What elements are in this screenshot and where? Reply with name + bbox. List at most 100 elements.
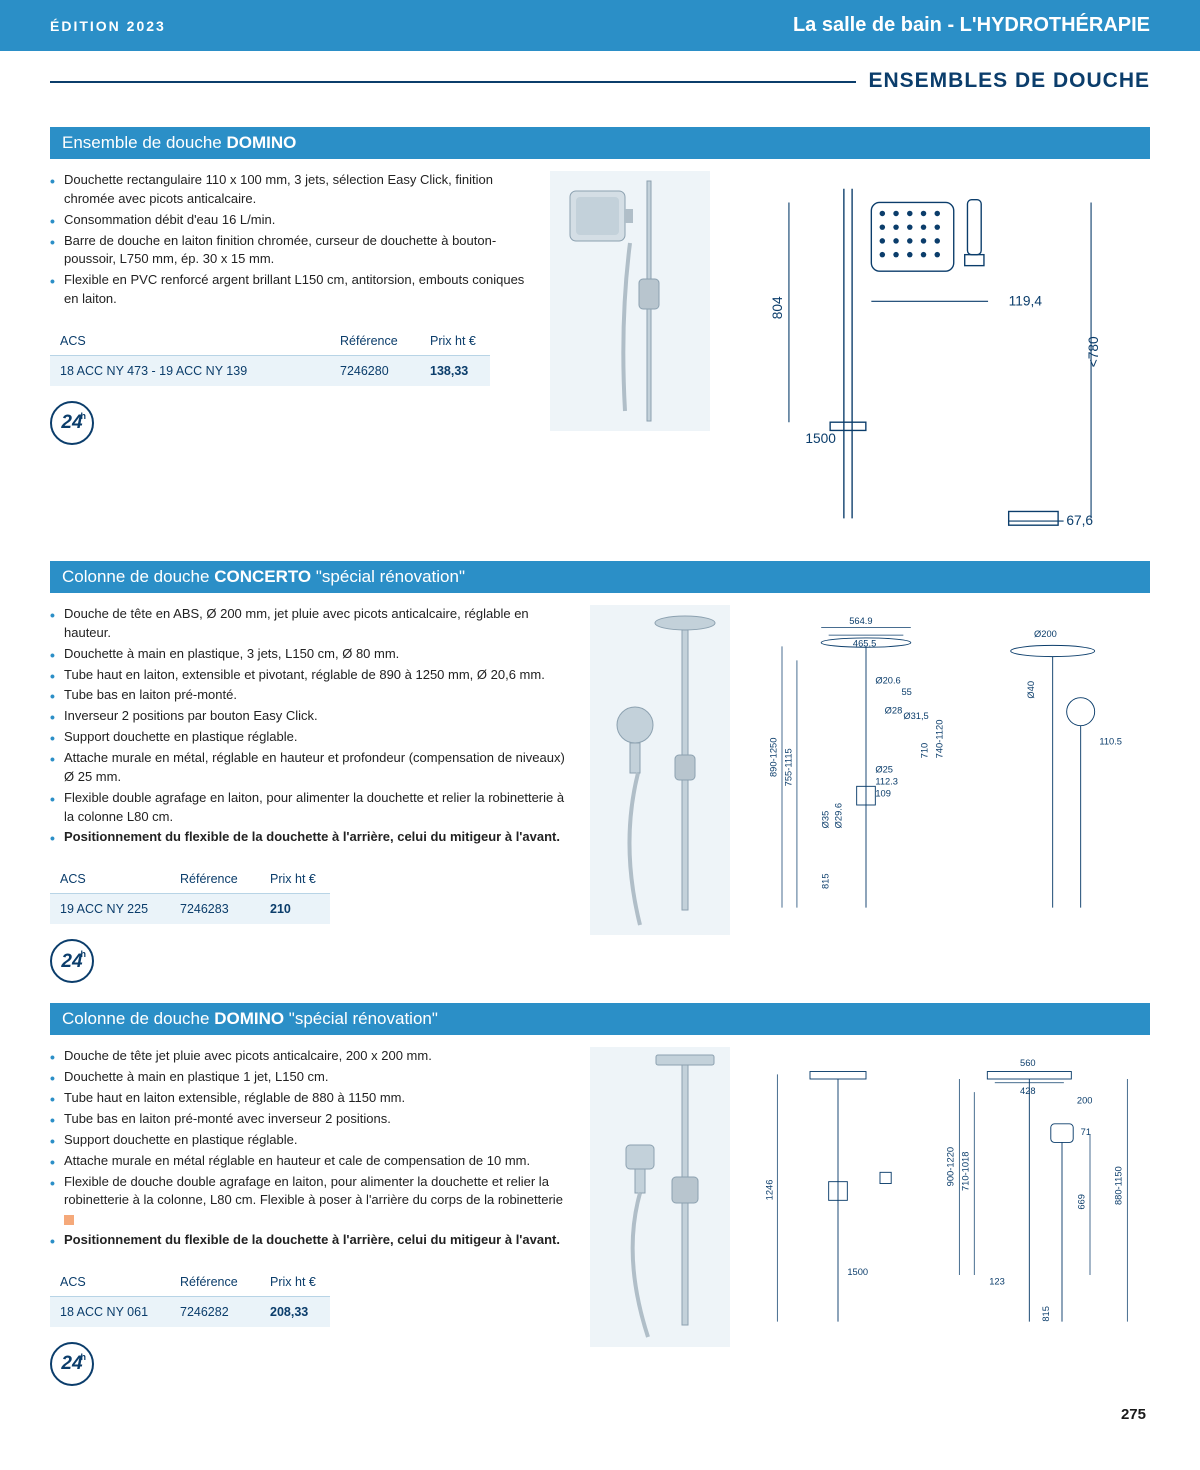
- svg-text:Ø200: Ø200: [1034, 629, 1057, 639]
- th: Référence: [170, 865, 260, 894]
- svg-text:Ø20.6: Ø20.6: [875, 676, 900, 686]
- td-price: 210: [260, 894, 330, 925]
- product-title: Colonne de douche CONCERTO "spécial réno…: [50, 561, 1150, 593]
- svg-text:67,6: 67,6: [1066, 513, 1093, 528]
- svg-text:1500: 1500: [847, 1267, 868, 1277]
- bullet-text: Flexible de douche double agrafage en la…: [64, 1174, 563, 1208]
- bullet: Consommation débit d'eau 16 L/min.: [64, 211, 530, 230]
- svg-text:Ø29.6: Ø29.6: [834, 803, 844, 828]
- svg-text:564.9: 564.9: [849, 616, 872, 626]
- technical-diagram: 564.9 465.5 Ø20.6 55 Ø28 Ø31,5 890-1250 …: [750, 605, 1150, 983]
- product-photo: [590, 605, 730, 935]
- bullet: Support douchette en plastique réglable.: [64, 728, 570, 747]
- title-suffix: "spécial rénovation": [311, 567, 465, 586]
- section-title: ENSEMBLES DE DOUCHE: [856, 69, 1150, 93]
- title-bold: DOMINO: [226, 133, 296, 152]
- svg-text:109: 109: [875, 789, 891, 799]
- bullet: Positionnement du flexible de la douchet…: [64, 828, 570, 847]
- svg-text:710: 710: [920, 743, 930, 759]
- technical-diagram: 1246 1500 560 428 200 71 900-1220 710-10…: [750, 1047, 1150, 1386]
- svg-text:123: 123: [989, 1277, 1005, 1287]
- bullet: Douche de tête en ABS, Ø 200 mm, jet plu…: [64, 605, 570, 643]
- table-row: 18 ACC NY 061 7246282 208,33: [50, 1297, 330, 1328]
- delivery-24h-icon: 24: [50, 939, 94, 983]
- svg-text:1500: 1500: [805, 431, 836, 446]
- product-domino-renovation: Colonne de douche DOMINO "spécial rénova…: [50, 1003, 1150, 1386]
- product-concerto: Colonne de douche CONCERTO "spécial réno…: [50, 561, 1150, 983]
- svg-text:465.5: 465.5: [853, 638, 876, 648]
- svg-text:755-1115: 755-1115: [783, 748, 793, 786]
- th: Prix ht €: [260, 1268, 330, 1297]
- td: 7246282: [170, 1297, 260, 1328]
- table-row: 18 ACC NY 473 - 19 ACC NY 139 7246280 13…: [50, 356, 490, 387]
- price-table: ACS Référence Prix ht € 19 ACC NY 225 72…: [50, 865, 330, 925]
- title-prefix: Ensemble de douche: [62, 133, 226, 152]
- td: 19 ACC NY 225: [50, 894, 170, 925]
- th: Référence: [170, 1268, 260, 1297]
- photo-svg: [550, 171, 710, 431]
- product-title: Ensemble de douche DOMINO: [50, 127, 1150, 159]
- svg-text:428: 428: [1020, 1086, 1036, 1096]
- svg-text:Ø35: Ø35: [821, 811, 831, 829]
- bullet: Inverseur 2 positions par bouton Easy Cl…: [64, 707, 570, 726]
- svg-text:815: 815: [821, 873, 831, 889]
- svg-text:804: 804: [770, 296, 785, 319]
- th: Prix ht €: [260, 865, 330, 894]
- svg-text:890-1250: 890-1250: [768, 738, 778, 777]
- bullet: Douchette à main en plastique 1 jet, L15…: [64, 1068, 570, 1087]
- bullet: Support douchette en plastique réglable.: [64, 1131, 570, 1150]
- svg-text:71: 71: [1081, 1127, 1091, 1137]
- photo-svg: [590, 605, 730, 935]
- delivery-24h-icon: 24: [50, 401, 94, 445]
- td: 18 ACC NY 061: [50, 1297, 170, 1328]
- page-number: 275: [50, 1406, 1146, 1423]
- td-price: 138,33: [420, 356, 490, 387]
- bullet: Barre de douche en laiton finition chrom…: [64, 232, 530, 270]
- section-rule: ENSEMBLES DE DOUCHE: [50, 81, 1150, 83]
- bullet: Tube bas en laiton pré-monté.: [64, 686, 570, 705]
- svg-text:710-1018: 710-1018: [961, 1152, 971, 1191]
- bullet: Flexible en PVC renforcé argent brillant…: [64, 271, 530, 309]
- breadcrumb: La salle de bain - L'HYDROTHÉRAPIE: [793, 14, 1150, 37]
- svg-text:200: 200: [1077, 1096, 1093, 1106]
- svg-text:119,4: 119,4: [1009, 293, 1043, 308]
- td: 7246280: [330, 356, 420, 387]
- price-table: ACS Référence Prix ht € 18 ACC NY 061 72…: [50, 1268, 330, 1328]
- title-prefix: Colonne de douche: [62, 567, 214, 586]
- bullet: Attache murale en métal, réglable en hau…: [64, 749, 570, 787]
- svg-text:740-1120: 740-1120: [935, 720, 945, 759]
- bullet: Tube haut en laiton extensible, réglable…: [64, 1089, 570, 1108]
- price-table: ACS Référence Prix ht € 18 ACC NY 473 - …: [50, 327, 490, 387]
- th: ACS: [50, 865, 170, 894]
- bullet: Douchette rectangulaire 110 x 100 mm, 3 …: [64, 171, 530, 209]
- bullet-list: Douchette rectangulaire 110 x 100 mm, 3 …: [50, 171, 530, 309]
- bullet: Tube bas en laiton pré-monté avec invers…: [64, 1110, 570, 1129]
- description-column: Douche de tête en ABS, Ø 200 mm, jet plu…: [50, 605, 570, 983]
- svg-text:Ø40: Ø40: [1026, 681, 1036, 699]
- svg-text:669: 669: [1076, 1195, 1086, 1211]
- title-suffix: "spécial rénovation": [284, 1009, 438, 1028]
- svg-text:1246: 1246: [765, 1180, 775, 1201]
- title-bold: DOMINO: [214, 1009, 284, 1028]
- product-domino: Ensemble de douche DOMINO Douchette rect…: [50, 127, 1150, 541]
- product-photo: [590, 1047, 730, 1347]
- bullet: Douchette à main en plastique, 3 jets, L…: [64, 645, 570, 664]
- page-body: ENSEMBLES DE DOUCHE Ensemble de douche D…: [0, 51, 1200, 1443]
- bullet-list: Douche de tête jet pluie avec picots ant…: [50, 1047, 570, 1249]
- svg-text:<780: <780: [1086, 336, 1101, 367]
- bullet: Flexible double agrafage en laiton, pour…: [64, 789, 570, 827]
- td: 18 ACC NY 473 - 19 ACC NY 139: [50, 356, 330, 387]
- delivery-24h-icon: 24: [50, 1342, 94, 1386]
- svg-text:110.5: 110.5: [1099, 736, 1122, 746]
- title-prefix: Colonne de douche: [62, 1009, 214, 1028]
- bullet: Positionnement du flexible de la douchet…: [64, 1231, 570, 1250]
- svg-text:560: 560: [1020, 1058, 1036, 1068]
- th: Prix ht €: [420, 327, 490, 356]
- orange-marker-icon: [64, 1215, 74, 1225]
- photo-svg: [590, 1047, 730, 1347]
- td-price: 208,33: [260, 1297, 330, 1328]
- svg-text:880-1150: 880-1150: [1114, 1167, 1124, 1206]
- bullet: Tube haut en laiton, extensible et pivot…: [64, 666, 570, 685]
- th: Référence: [330, 327, 420, 356]
- th: ACS: [50, 327, 330, 356]
